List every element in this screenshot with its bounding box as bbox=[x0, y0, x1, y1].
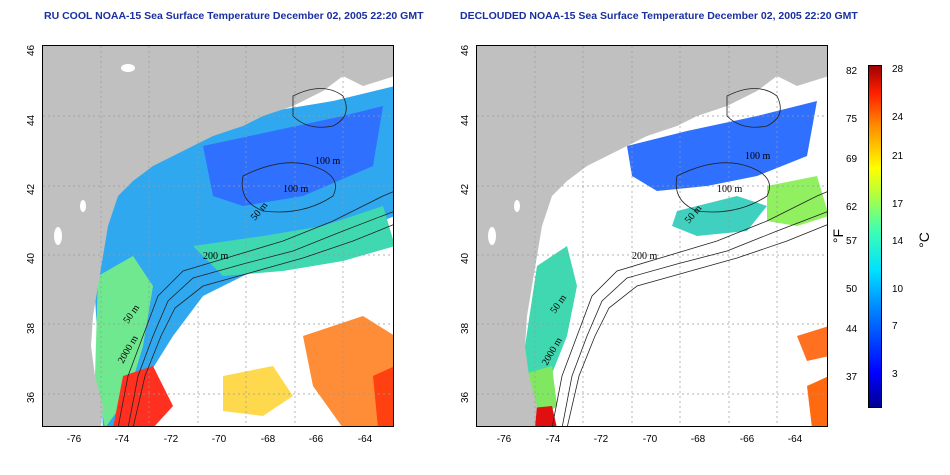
svg-text:200 m: 200 m bbox=[632, 251, 658, 262]
x-tick: -64 bbox=[357, 434, 373, 445]
svg-text:100 m: 100 m bbox=[745, 151, 771, 162]
right-map-title: DECLOUDED NOAA-15 Sea Surface Temperatur… bbox=[460, 10, 858, 22]
colorbar-tick-f: 37 bbox=[846, 372, 858, 383]
left-map-title: RU COOL NOAA-15 Sea Surface Temperature … bbox=[44, 10, 424, 22]
y-tick: 38 bbox=[26, 322, 37, 334]
colorbar-tick-c: 10 bbox=[892, 284, 904, 295]
left-lakes bbox=[54, 64, 135, 245]
right-lakes bbox=[488, 200, 520, 245]
y-tick: 42 bbox=[460, 183, 471, 195]
y-tick: 40 bbox=[460, 252, 471, 264]
colorbar-tick-f: 50 bbox=[846, 284, 858, 295]
colorbar-tick-f: 75 bbox=[846, 114, 858, 125]
x-tick: -76 bbox=[66, 434, 82, 445]
svg-text:200 m: 200 m bbox=[203, 251, 229, 262]
temperature-colorbar bbox=[868, 65, 882, 408]
colorbar-tick-c: 28 bbox=[892, 64, 904, 75]
x-tick: -72 bbox=[593, 434, 609, 445]
x-tick: -66 bbox=[739, 434, 755, 445]
right-land-mass bbox=[477, 46, 827, 426]
colorbar-tick-c: 3 bbox=[892, 369, 898, 380]
left-map-canvas: 100 m 100 m 50 m 200 m 50 m 2000 m bbox=[43, 46, 393, 426]
colorbar-tick-f: 62 bbox=[846, 202, 858, 213]
svg-text:100 m: 100 m bbox=[717, 184, 743, 195]
colorbar-tick-c: 24 bbox=[892, 112, 904, 123]
left-land-mass bbox=[43, 46, 393, 426]
left-sst-field bbox=[93, 86, 393, 426]
celsius-unit-label: °C bbox=[915, 232, 932, 248]
colorbar-tick-c: 14 bbox=[892, 236, 904, 247]
colorbar-tick-c: 21 bbox=[892, 151, 904, 162]
y-tick: 44 bbox=[26, 114, 37, 126]
svg-text:100 m: 100 m bbox=[283, 184, 309, 195]
right-map-canvas: 100 m 100 m 50 m 200 m 50 m 2000 m bbox=[477, 46, 827, 426]
y-tick: 36 bbox=[460, 391, 471, 403]
colorbar-tick-f: 82 bbox=[846, 66, 858, 77]
colorbar-tick-f: 57 bbox=[846, 236, 858, 247]
y-tick: 44 bbox=[460, 114, 471, 126]
y-tick: 40 bbox=[26, 252, 37, 264]
colorbar-tick-f: 69 bbox=[846, 154, 858, 165]
y-tick: 46 bbox=[460, 44, 471, 56]
x-tick: -70 bbox=[642, 434, 658, 445]
x-tick: -70 bbox=[211, 434, 227, 445]
right-sst-field bbox=[517, 101, 827, 426]
x-tick: -68 bbox=[690, 434, 706, 445]
right-bathymetry-contours bbox=[551, 88, 827, 426]
right-sst-map: 100 m 100 m 50 m 200 m 50 m 2000 m bbox=[476, 45, 828, 427]
svg-text:100 m: 100 m bbox=[315, 156, 341, 167]
x-tick: -76 bbox=[496, 434, 512, 445]
x-tick: -64 bbox=[787, 434, 803, 445]
x-tick: -74 bbox=[545, 434, 561, 445]
y-tick: 46 bbox=[26, 44, 37, 56]
left-grid bbox=[43, 46, 393, 426]
x-tick: -72 bbox=[163, 434, 179, 445]
colorbar-tick-f: 44 bbox=[846, 324, 858, 335]
y-tick: 36 bbox=[26, 391, 37, 403]
colorbar-tick-c: 17 bbox=[892, 199, 904, 210]
x-tick: -74 bbox=[114, 434, 130, 445]
left-sst-map: 100 m 100 m 50 m 200 m 50 m 2000 m bbox=[42, 45, 394, 427]
right-grid bbox=[477, 46, 827, 426]
x-tick: -66 bbox=[308, 434, 324, 445]
y-tick: 42 bbox=[26, 183, 37, 195]
y-tick: 38 bbox=[460, 322, 471, 334]
fahrenheit-unit-label: °F bbox=[830, 228, 847, 244]
left-bathymetry-contours bbox=[117, 88, 393, 426]
colorbar-tick-c: 7 bbox=[892, 321, 898, 332]
x-tick: -68 bbox=[260, 434, 276, 445]
